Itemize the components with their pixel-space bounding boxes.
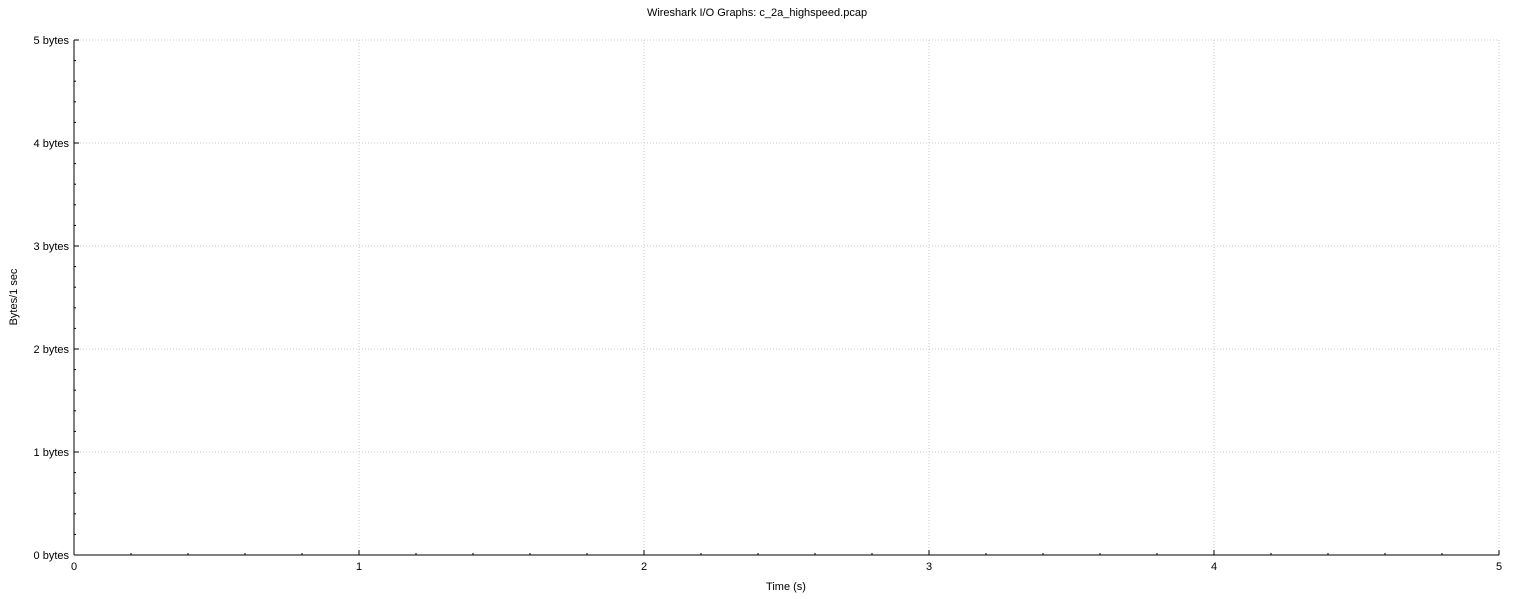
x-tick-label-5: 5 <box>1496 561 1502 573</box>
x-tick-label-2: 2 <box>641 561 647 573</box>
x-tick-label-0: 0 <box>71 561 77 573</box>
y-tick-label-5: 5 bytes <box>34 35 70 47</box>
y-tick-label-2: 2 bytes <box>34 344 70 356</box>
x-tick-label-1: 1 <box>356 561 362 573</box>
x-axis-ticks: 0 1 2 3 4 5 <box>71 550 1502 573</box>
chart-title: Wireshark I/O Graphs: c_2a_highspeed.pca… <box>647 7 867 19</box>
y-axis-ticks: 0 bytes 1 bytes 2 bytes 3 bytes 4 bytes 5 byt… <box>34 35 79 562</box>
y-tick-label-0: 0 bytes <box>34 550 70 562</box>
grid-lines <box>74 39 1500 555</box>
y-axis-label: Bytes/1 sec <box>8 268 20 325</box>
y-tick-label-1: 1 bytes <box>34 447 70 459</box>
x-tick-label-3: 3 <box>926 561 932 573</box>
y-tick-label-3: 3 bytes <box>34 241 70 253</box>
x-tick-label-4: 4 <box>1211 561 1217 573</box>
y-tick-label-4: 4 bytes <box>34 138 70 150</box>
x-axis-label: Time (s) <box>766 581 806 593</box>
